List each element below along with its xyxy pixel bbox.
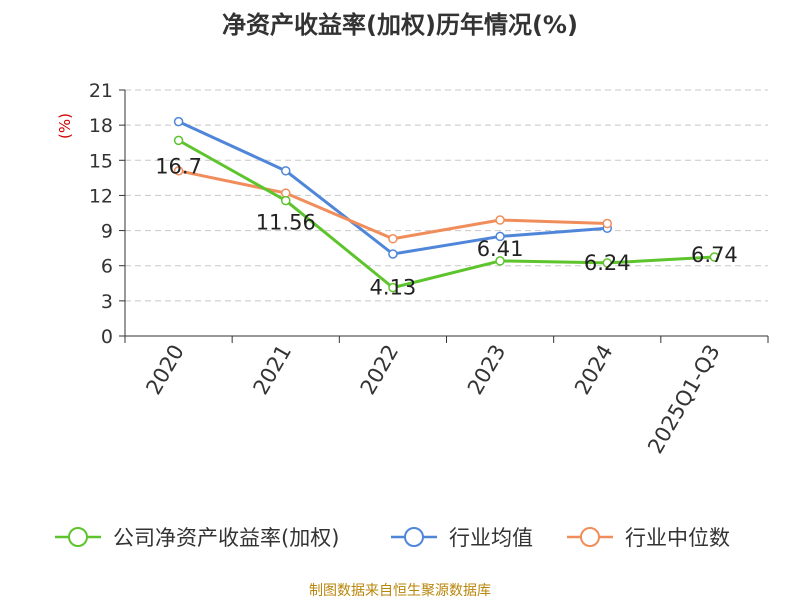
data-point: [173, 166, 184, 176]
data-point: [281, 195, 291, 206]
data-point: [495, 215, 505, 225]
data-label: 6.41: [477, 237, 524, 261]
legend: 公司净资产收益率(加权) 行业均值 行业中位数: [55, 526, 730, 550]
data-point: [281, 166, 291, 176]
data-label: 16.7: [155, 154, 202, 178]
source-note: 制图数据来自恒生聚源数据库: [309, 583, 491, 599]
axes: [119, 89, 769, 343]
legend-swatch-marker: [68, 527, 88, 547]
x-tick-label: 2022: [356, 341, 404, 399]
x-tick-label: 2020: [141, 341, 189, 399]
data-label: 4.13: [370, 276, 417, 300]
data-label: 6.24: [584, 251, 631, 275]
data-point: [495, 256, 505, 266]
data-point: [388, 282, 398, 293]
data-point: [602, 218, 612, 229]
data-labels: 16.7 11.56 4.13 6.41 6.24 6.74: [155, 154, 738, 299]
data-point: [388, 249, 398, 259]
y-axis-unit: (%): [56, 113, 74, 139]
x-tick-label: 2024: [570, 341, 618, 399]
x-tick-label: 2025Q1-Q3: [643, 341, 725, 458]
series-line: [178, 169, 608, 241]
data-label: 6.74: [691, 243, 738, 267]
y-tick-label: 12: [89, 185, 113, 207]
legend-swatch-marker: [404, 527, 424, 547]
data-point: [602, 258, 612, 268]
legend-label: 行业均值: [449, 526, 533, 550]
y-tick-label: 18: [89, 115, 113, 137]
y-tick-label: 3: [101, 291, 113, 313]
data-point: [388, 234, 398, 244]
series-layer: [173, 116, 720, 293]
grid-lines: [125, 89, 768, 302]
series-line: [177, 139, 715, 290]
x-tick-label: 2021: [249, 341, 297, 399]
data-point: [173, 135, 184, 146]
data-point: [709, 252, 720, 262]
legend-swatch-marker: [580, 527, 600, 547]
data-point: [495, 231, 505, 242]
x-tick-labels: 2020 2021 2022 2023 2024 2025Q1-Q3: [141, 341, 724, 458]
data-label: 11.56: [256, 211, 316, 235]
y-tick-label: 0: [101, 326, 113, 348]
y-tick-label: 6: [101, 256, 113, 278]
y-tick-label: 21: [89, 80, 113, 102]
chart-title: 净资产收益率(加权)历年情况(%): [222, 11, 578, 39]
y-tick-label: 9: [101, 221, 113, 243]
legend-label: 公司净资产收益率(加权): [113, 526, 339, 550]
x-tick-label: 2023: [463, 341, 511, 399]
data-point: [173, 116, 184, 127]
y-tick-labels: 0 3 6 9 12 15 18 21: [89, 80, 113, 348]
y-tick-label: 15: [89, 150, 113, 172]
legend-label: 行业中位数: [625, 526, 730, 550]
